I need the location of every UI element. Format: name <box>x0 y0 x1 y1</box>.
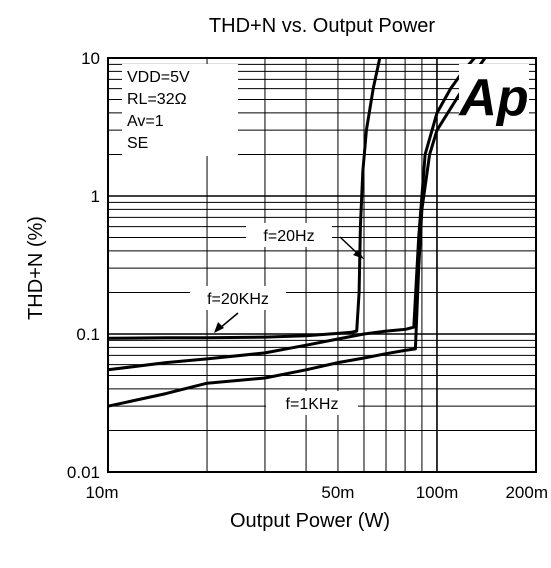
annotation-20khz: f=20KHz <box>190 286 286 333</box>
series-line-f-1khz <box>107 57 487 408</box>
conditions-box: VDD=5V RL=32Ω Av=1 SE <box>122 64 238 156</box>
x-tick-label: 100m <box>416 483 459 502</box>
series-layer <box>107 57 487 408</box>
condition-av: Av=1 <box>127 113 164 130</box>
plot-frame <box>107 57 537 473</box>
series-line-f-20hz <box>107 57 382 340</box>
y-tick-label: 10 <box>81 49 100 68</box>
condition-se: SE <box>127 135 148 152</box>
ap-logo-text: Ap <box>457 69 528 127</box>
tick-labels: 10m 50m 100m 200m 0.01 0.1 1 10 <box>67 49 548 502</box>
x-axis-label: Output Power (W) <box>230 510 390 532</box>
x-tick-label: 50m <box>321 483 354 502</box>
annotation-20hz-label: f=20Hz <box>263 228 314 245</box>
chart-title: THD+N vs. Output Power <box>209 15 436 37</box>
x-tick-label: 200m <box>505 483 548 502</box>
y-tick-label: 1 <box>91 187 100 206</box>
condition-rl: RL=32Ω <box>127 91 187 108</box>
annotation-20khz-arrowhead <box>214 322 224 333</box>
annotation-20hz-arrowhead <box>353 250 364 259</box>
y-tick-label: 0.01 <box>67 463 100 482</box>
annotation-1khz: f=1KHz <box>266 391 358 415</box>
x-tick-label: 10m <box>85 483 118 502</box>
condition-vdd: VDD=5V <box>127 69 190 86</box>
series-line-f-20khz <box>107 57 476 372</box>
annotation-20khz-label: f=20KHz <box>207 291 269 308</box>
y-axis-label: THD+N (%) <box>25 216 47 320</box>
annotation-1khz-label: f=1KHz <box>286 396 339 413</box>
ap-logo: Ap <box>457 64 529 127</box>
y-tick-label: 0.1 <box>76 325 100 344</box>
annotation-20khz-arrow <box>219 312 239 329</box>
annotation-20hz-arrow <box>339 236 359 255</box>
annotation-20hz: f=20Hz <box>246 223 364 259</box>
